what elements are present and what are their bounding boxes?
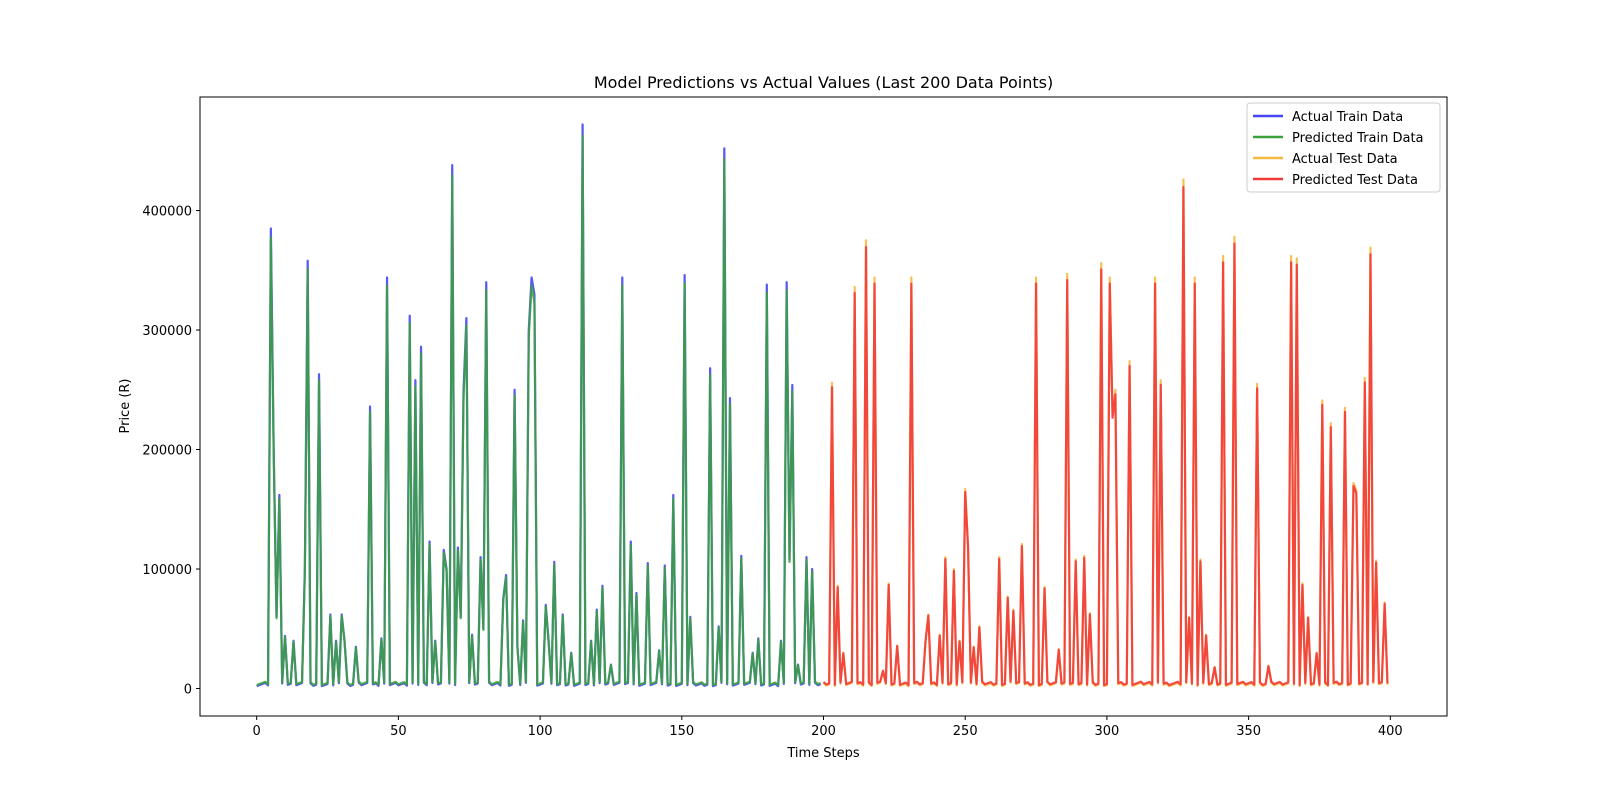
- series-line-predicted-test-data: [822, 185, 1389, 687]
- legend-label: Actual Test Data: [1292, 152, 1398, 167]
- y-tick-label: 400000: [142, 205, 192, 220]
- legend: Actual Train Data Predicted Train Data Act…: [1246, 102, 1441, 193]
- x-tick-label: 0: [253, 724, 261, 739]
- x-tick-label: 150: [669, 724, 694, 739]
- x-tick-label: 50: [390, 724, 407, 739]
- series-layer: [256, 123, 1389, 688]
- x-tick-label: 300: [1094, 724, 1119, 739]
- y-tick-label: 300000: [142, 324, 192, 339]
- y-tick-label: 200000: [142, 444, 192, 459]
- series-line-predicted-train-data: [256, 134, 822, 687]
- x-tick-label: 200: [811, 724, 836, 739]
- y-axis: 0 100000 200000 300000 400000: [142, 205, 200, 698]
- x-tick-label: 250: [953, 724, 978, 739]
- y-axis-title: Price (R): [118, 378, 133, 433]
- legend-box: [1246, 102, 1441, 193]
- legend-label: Actual Train Data: [1292, 110, 1403, 125]
- chart-title: Model Predictions vs Actual Values (Last…: [594, 73, 1053, 92]
- y-tick-label: 0: [184, 683, 192, 698]
- x-tick-label: 350: [1236, 724, 1261, 739]
- x-tick-label: 100: [528, 724, 553, 739]
- x-axis: 0 50 100 150 200 250 300 350 400: [253, 716, 1403, 739]
- legend-label: Predicted Train Data: [1292, 131, 1424, 146]
- x-axis-title: Time Steps: [786, 746, 860, 761]
- x-tick-label: 400: [1378, 724, 1403, 739]
- legend-label: Predicted Test Data: [1292, 173, 1418, 188]
- y-tick-label: 100000: [142, 563, 192, 578]
